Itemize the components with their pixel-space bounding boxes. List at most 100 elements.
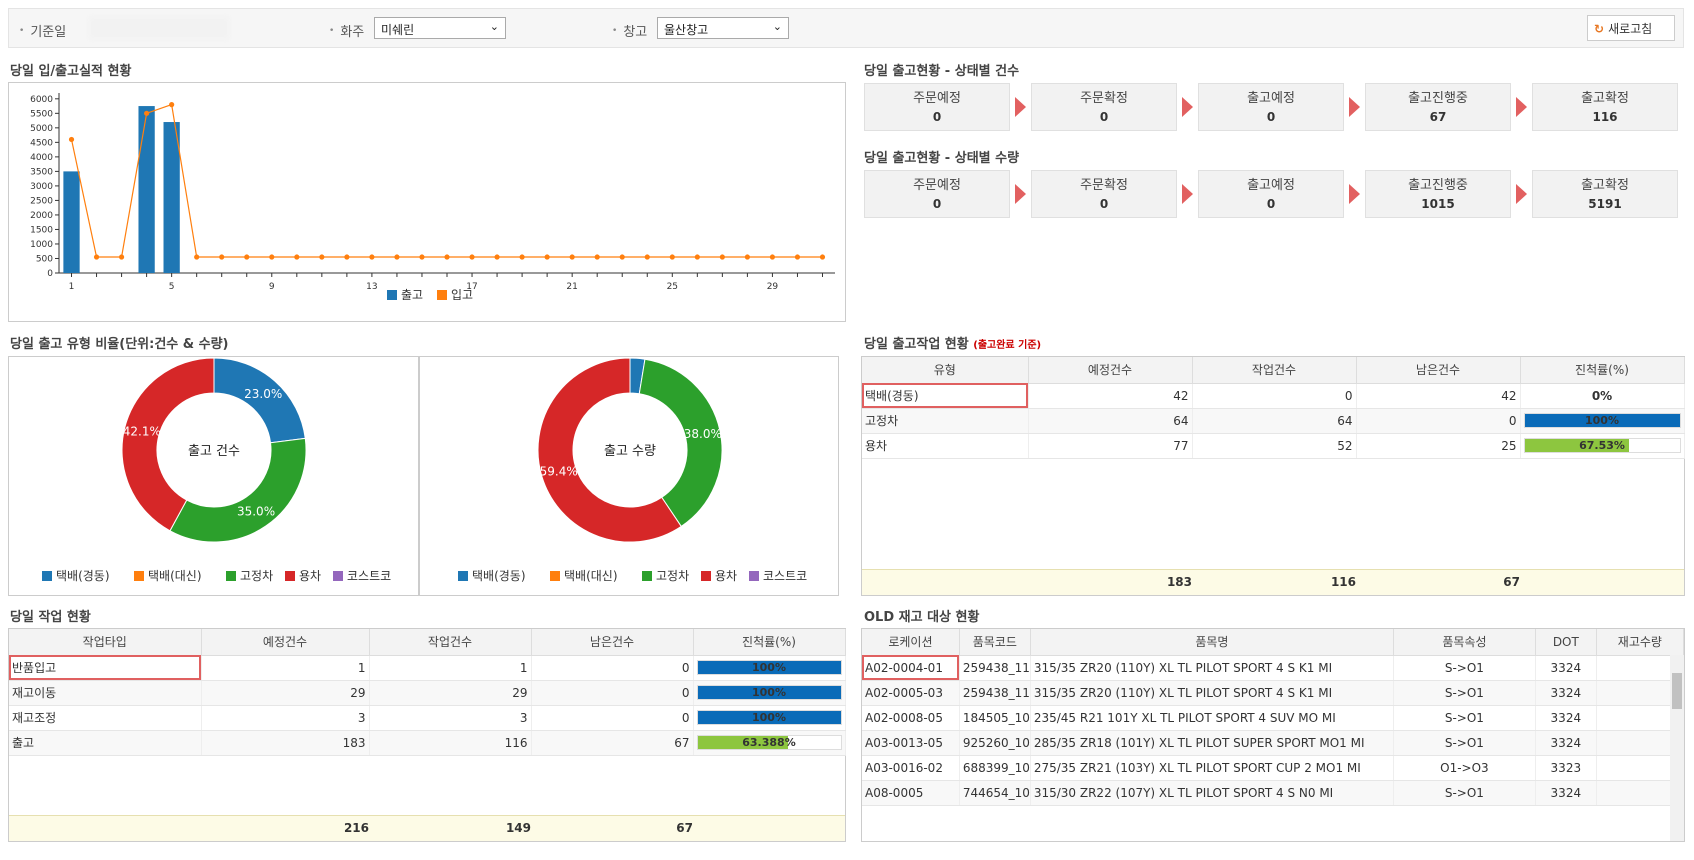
table-row[interactable]: 고정차 64 64 0 100%	[862, 408, 1685, 434]
cell-item-code[interactable]: 184505_107	[959, 705, 1031, 731]
cell-location[interactable]: A02-0004-01	[862, 655, 960, 681]
cell-dot[interactable]: 3324	[1535, 780, 1597, 806]
table-row[interactable]: 용차 77 52 25 67.53%	[862, 433, 1685, 459]
cell-item-name[interactable]: 285/35 ZR18 (101Y) XL TL PILOT SUPER SPO…	[1030, 730, 1394, 756]
cell-type[interactable]: 용차	[862, 433, 1029, 459]
column-header[interactable]: 진척률(%)	[1520, 357, 1685, 384]
cell-plan[interactable]: 3	[201, 705, 370, 731]
column-header[interactable]: 로케이션	[862, 629, 960, 656]
cell-item-code[interactable]: 688399_106	[959, 755, 1031, 781]
cell-plan[interactable]: 183	[201, 730, 370, 756]
cell-item-name[interactable]: 315/30 ZR22 (107Y) XL TL PILOT SPORT 4 S…	[1030, 780, 1394, 806]
table-row[interactable]: A02-0005-03 259438_112 315/35 ZR20 (110Y) …	[862, 680, 1684, 706]
cell-plan[interactable]: 42	[1028, 383, 1193, 409]
cell-plan[interactable]: 29	[201, 680, 370, 706]
column-header[interactable]: 작업건수	[1192, 357, 1357, 384]
cell-item-attr[interactable]: S->O1	[1393, 780, 1536, 806]
cell-item-name[interactable]: 315/35 ZR20 (110Y) XL TL PILOT SPORT 4 S…	[1030, 655, 1394, 681]
column-header[interactable]: 예정건수	[201, 629, 370, 656]
table-row[interactable]: A02-0004-01 259438_112 315/35 ZR20 (110Y) …	[862, 655, 1684, 681]
cell-dot[interactable]: 3324	[1535, 680, 1597, 706]
table-row[interactable]: A03-0016-02 688399_106 275/35 ZR21 (103Y) …	[862, 755, 1684, 781]
column-header[interactable]: 남은건수	[1356, 357, 1521, 384]
cell-done[interactable]: 3	[369, 705, 532, 731]
cell-remain[interactable]: 25	[1356, 433, 1521, 459]
cell-remain[interactable]: 67	[531, 730, 694, 756]
scrollbar-thumb[interactable]	[1672, 673, 1682, 709]
cell-remain[interactable]: 0	[531, 680, 694, 706]
cell-item-name[interactable]: 275/35 ZR21 (103Y) XL TL PILOT SPORT CUP…	[1030, 755, 1394, 781]
cell-location[interactable]: A03-0016-02	[862, 755, 960, 781]
cell-item-attr[interactable]: S->O1	[1393, 680, 1536, 706]
table-row[interactable]: 출고 183 116 67 63.388%	[9, 730, 846, 756]
cell-progress[interactable]: 100%	[693, 655, 846, 681]
cell-type[interactable]: 반품입고	[9, 655, 202, 681]
cell-plan[interactable]: 1	[201, 655, 370, 681]
cell-dot[interactable]: 3324	[1535, 655, 1597, 681]
cell-location[interactable]: A08-0005	[862, 780, 960, 806]
cell-item-code[interactable]: 925260_107	[959, 730, 1031, 756]
column-header[interactable]: 진척률(%)	[693, 629, 846, 656]
cell-item-code[interactable]: 259438_112	[959, 680, 1031, 706]
refresh-button[interactable]: ↻ 새로고침	[1587, 15, 1675, 41]
cell-progress[interactable]: 100%	[693, 680, 846, 706]
cell-done[interactable]: 0	[1192, 383, 1357, 409]
owner-select[interactable]: 미쉐린 ⌄	[374, 17, 506, 39]
cell-plan[interactable]: 77	[1028, 433, 1193, 459]
column-header[interactable]: 품목명	[1030, 629, 1394, 656]
table-row[interactable]: A08-0005 744654_107 315/30 ZR22 (107Y) XL …	[862, 780, 1684, 806]
warehouse-select[interactable]: 울산창고 ⌄	[657, 17, 789, 39]
column-header[interactable]: 품목속성	[1393, 629, 1536, 656]
cell-location[interactable]: A02-0008-05	[862, 705, 960, 731]
cell-item-attr[interactable]: S->O1	[1393, 730, 1536, 756]
cell-done[interactable]: 1	[369, 655, 532, 681]
cell-remain[interactable]: 0	[531, 705, 694, 731]
cell-plan[interactable]: 64	[1028, 408, 1193, 434]
cell-type[interactable]: 고정차	[862, 408, 1029, 434]
cell-item-attr[interactable]: S->O1	[1393, 705, 1536, 731]
column-header[interactable]: 품목코드	[959, 629, 1031, 656]
cell-progress[interactable]: 67.53%	[1520, 433, 1685, 459]
cell-item-code[interactable]: 744654_107	[959, 780, 1031, 806]
cell-done[interactable]: 116	[369, 730, 532, 756]
cell-stock-qty[interactable]	[1596, 730, 1684, 756]
table-row[interactable]: 재고이동 29 29 0 100%	[9, 680, 846, 706]
table-row[interactable]: 택배(경동) 42 0 42 0%	[862, 383, 1685, 409]
cell-type[interactable]: 출고	[9, 730, 202, 756]
column-header[interactable]: 유형	[862, 357, 1029, 384]
cell-item-name[interactable]: 315/35 ZR20 (110Y) XL TL PILOT SPORT 4 S…	[1030, 680, 1394, 706]
cell-stock-qty[interactable]	[1596, 755, 1684, 781]
cell-progress[interactable]: 100%	[1520, 408, 1685, 434]
cell-stock-qty[interactable]	[1596, 655, 1684, 681]
column-header[interactable]: DOT	[1535, 629, 1597, 656]
column-header[interactable]: 작업타입	[9, 629, 202, 656]
cell-item-code[interactable]: 259438_112	[959, 655, 1031, 681]
table-row[interactable]: 재고조정 3 3 0 100%	[9, 705, 846, 731]
cell-remain[interactable]: 0	[1356, 408, 1521, 434]
cell-stock-qty[interactable]	[1596, 780, 1684, 806]
cell-done[interactable]: 29	[369, 680, 532, 706]
cell-location[interactable]: A03-0013-05	[862, 730, 960, 756]
cell-item-attr[interactable]: S->O1	[1393, 655, 1536, 681]
cell-type[interactable]: 재고조정	[9, 705, 202, 731]
cell-done[interactable]: 64	[1192, 408, 1357, 434]
column-header[interactable]: 재고수량	[1596, 629, 1684, 656]
cell-remain[interactable]: 42	[1356, 383, 1521, 409]
column-header[interactable]: 남은건수	[531, 629, 694, 656]
cell-dot[interactable]: 3324	[1535, 730, 1597, 756]
table-row[interactable]: A02-0008-05 184505_107 235/45 R21 101Y XL …	[862, 705, 1684, 731]
cell-stock-qty[interactable]	[1596, 680, 1684, 706]
column-header[interactable]: 예정건수	[1028, 357, 1193, 384]
cell-type[interactable]: 택배(경동)	[862, 383, 1029, 409]
table-row[interactable]: 반품입고 1 1 0 100%	[9, 655, 846, 681]
date-input[interactable]	[89, 17, 229, 39]
column-header[interactable]: 작업건수	[369, 629, 532, 656]
cell-location[interactable]: A02-0005-03	[862, 680, 960, 706]
cell-progress[interactable]: 100%	[693, 705, 846, 731]
cell-item-name[interactable]: 235/45 R21 101Y XL TL PILOT SPORT 4 SUV …	[1030, 705, 1394, 731]
cell-progress[interactable]: 63.388%	[693, 730, 846, 756]
scrollbar[interactable]	[1670, 655, 1684, 841]
cell-done[interactable]: 52	[1192, 433, 1357, 459]
cell-dot[interactable]: 3323	[1535, 755, 1597, 781]
cell-remain[interactable]: 0	[531, 655, 694, 681]
